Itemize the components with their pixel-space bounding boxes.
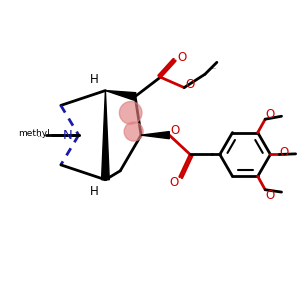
Text: methyl: methyl — [212, 68, 216, 70]
Circle shape — [124, 122, 143, 141]
Text: O: O — [177, 51, 186, 64]
Text: O: O — [265, 108, 274, 121]
Text: H: H — [90, 73, 98, 86]
Text: O: O — [185, 77, 194, 91]
Text: O: O — [169, 176, 178, 189]
Polygon shape — [105, 91, 136, 100]
Text: O: O — [279, 146, 288, 160]
Text: O: O — [170, 124, 179, 137]
Polygon shape — [102, 91, 109, 180]
Text: N: N — [62, 129, 72, 142]
Text: O: O — [265, 189, 274, 202]
Polygon shape — [141, 132, 169, 139]
Text: methyl: methyl — [18, 129, 50, 138]
Circle shape — [119, 102, 142, 124]
Text: H: H — [90, 185, 98, 198]
Text: methyl: methyl — [38, 136, 43, 137]
